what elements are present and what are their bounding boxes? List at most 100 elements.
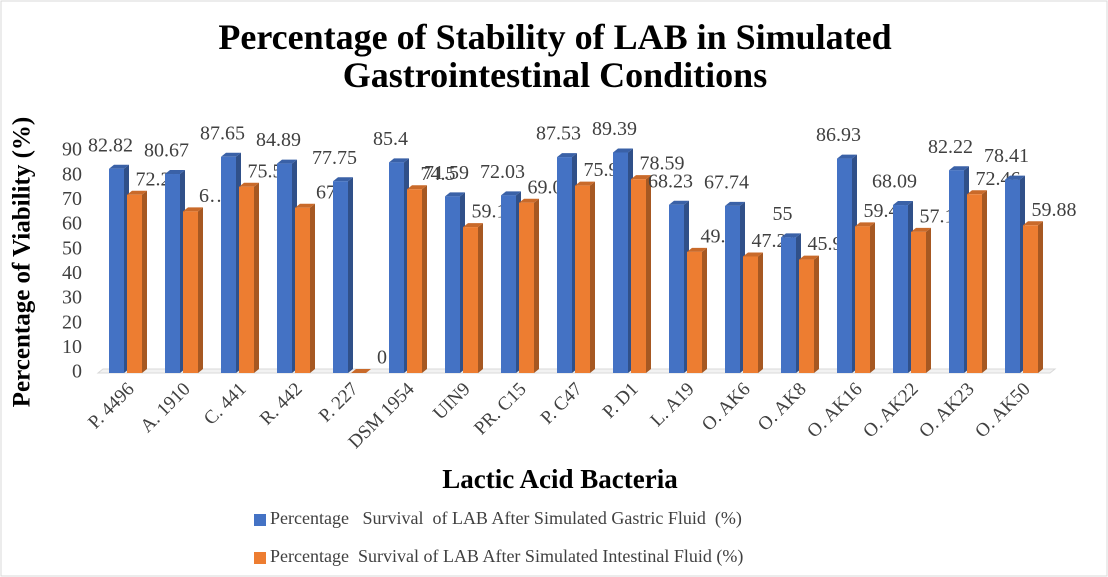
bar-side <box>310 203 315 373</box>
bar-side <box>534 198 539 373</box>
bar-side <box>702 247 707 373</box>
bar-front <box>239 186 254 373</box>
data-label: 55 <box>773 203 793 225</box>
chart-title: Percentage of Stability of LAB in Simula… <box>218 17 892 95</box>
x-axis-label: Lactic Acid Bacteria <box>442 464 678 494</box>
y-axis-label: Percentage of Viability (%) <box>9 117 36 407</box>
y-tick-label: 80 <box>62 163 82 185</box>
bar-top <box>463 223 483 228</box>
bar-top <box>855 222 875 227</box>
bar-front <box>855 226 870 373</box>
bar-top <box>967 190 987 195</box>
bar <box>837 154 857 373</box>
data-label: 80.67 <box>144 140 189 162</box>
bar-top <box>575 181 595 186</box>
bar-front <box>799 259 814 373</box>
bar-front <box>613 152 628 373</box>
y-tick-label: 60 <box>62 213 82 235</box>
bar-front <box>781 237 796 373</box>
bar-side <box>142 190 147 373</box>
bar-front <box>183 211 198 373</box>
bar <box>743 252 763 373</box>
bar-side <box>348 177 353 373</box>
bar-front <box>165 174 180 373</box>
bar-front <box>501 195 516 373</box>
bar-top <box>333 177 353 182</box>
data-label: 71.59 <box>424 162 469 184</box>
y-tick-label: 20 <box>62 311 82 333</box>
data-label: 87.53 <box>536 123 581 145</box>
bar <box>127 190 147 373</box>
bar <box>445 192 465 373</box>
bar <box>949 166 969 373</box>
bar <box>165 170 185 373</box>
data-label: 77.75 <box>312 147 357 169</box>
bar-top <box>501 191 521 196</box>
bar-top <box>911 227 931 232</box>
bar-front <box>445 196 460 373</box>
data-label: 85.4 <box>373 128 408 150</box>
legend-label: Percentage Survival of LAB After Simulat… <box>270 546 743 567</box>
data-label: 87.65 <box>200 122 245 144</box>
data-label: 82.82 <box>88 134 133 156</box>
bar <box>1005 175 1025 373</box>
bar-front <box>519 202 534 373</box>
bar-front <box>277 163 292 373</box>
bar-side <box>870 222 875 373</box>
bar-top <box>613 148 633 153</box>
bar-top <box>743 252 763 257</box>
data-label: 67 <box>316 181 336 203</box>
bar <box>351 369 371 373</box>
bar-front <box>837 158 852 373</box>
legend-label: Percentage Survival of LAB After Simulat… <box>270 508 742 529</box>
bar-front <box>1005 179 1020 373</box>
bar <box>295 203 315 373</box>
bar-top <box>1023 221 1043 226</box>
data-label: 0 <box>377 347 387 369</box>
bar <box>799 255 819 373</box>
bar-side <box>254 182 259 373</box>
bar-top <box>183 207 203 212</box>
bar-top <box>1005 175 1025 180</box>
bar <box>669 200 689 373</box>
bar <box>221 152 241 373</box>
bar-front <box>967 194 982 373</box>
bar-top <box>949 166 969 171</box>
bar <box>967 190 987 373</box>
bar-top <box>239 182 259 187</box>
bar-side <box>758 252 763 373</box>
bar-top <box>725 201 745 206</box>
bar-front <box>557 157 572 373</box>
bar-side <box>646 175 651 373</box>
bar-front <box>949 170 964 373</box>
bar <box>781 233 801 373</box>
data-label: 68.23 <box>648 170 693 192</box>
bar-front <box>463 227 478 373</box>
data-label: 78.41 <box>984 145 1029 167</box>
bar <box>277 159 297 373</box>
bar-side <box>590 181 595 373</box>
bar <box>557 153 577 373</box>
bar-front <box>893 205 908 373</box>
bar <box>725 201 745 373</box>
bar-front <box>631 179 646 373</box>
bar-front <box>687 251 702 373</box>
bar-side <box>814 255 819 373</box>
bar-side <box>478 223 483 373</box>
data-label: 89.39 <box>592 118 637 140</box>
bar <box>501 191 521 373</box>
bar-front <box>109 168 124 373</box>
bar-top <box>799 255 819 260</box>
bar-front <box>407 189 422 373</box>
y-tick-label: 10 <box>62 336 82 358</box>
bar-top <box>445 192 465 197</box>
data-label: 67.74 <box>704 172 749 194</box>
bar-top <box>165 170 185 175</box>
bar-front <box>333 181 348 373</box>
data-label: 78.59 <box>640 153 685 175</box>
bar-front <box>743 256 758 373</box>
bar <box>575 181 595 373</box>
legend-swatch <box>254 514 266 526</box>
